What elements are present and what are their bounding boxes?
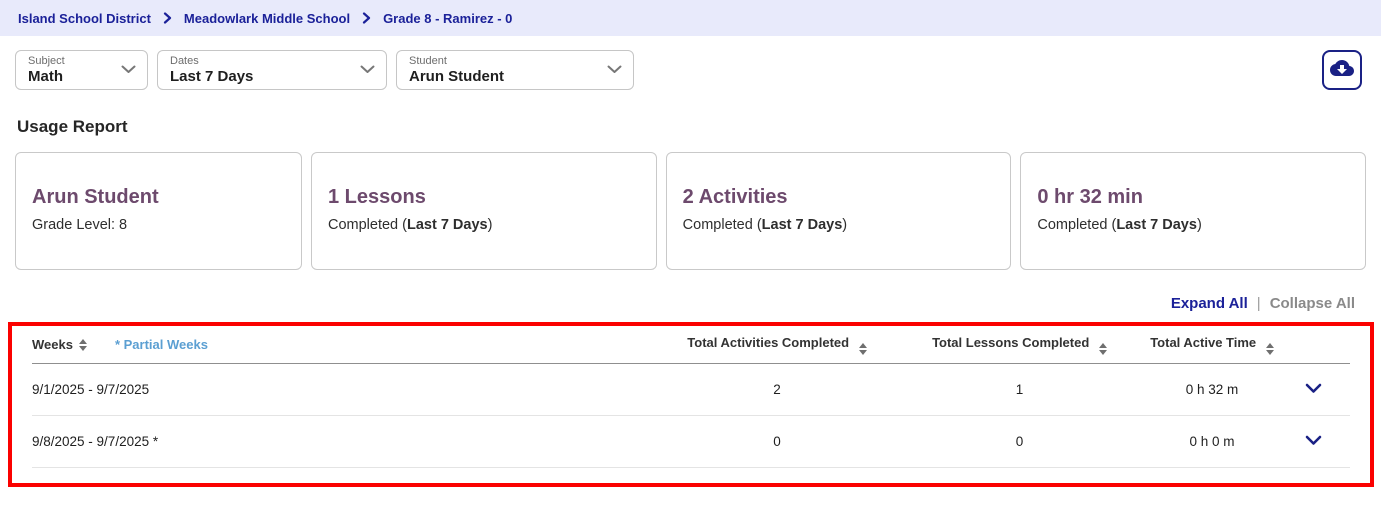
card-title: 0 hr 32 min (1037, 186, 1143, 208)
expand-row-button[interactable] (1277, 434, 1350, 449)
sort-icon[interactable] (78, 338, 87, 351)
subject-dropdown-value: Math (28, 67, 63, 85)
chevron-right-icon (162, 12, 173, 24)
chevron-down-icon (360, 61, 375, 79)
column-header-lessons[interactable]: Total Lessons Completed (892, 335, 1147, 355)
activities-summary-card: 2 Activities Completed (Last 7 Days) (665, 152, 1012, 270)
expand-row-button[interactable] (1277, 382, 1350, 397)
download-report-button[interactable] (1322, 50, 1362, 90)
active-time-summary-card: 0 hr 32 min Completed (Last 7 Days) (1020, 152, 1367, 270)
dates-dropdown[interactable]: Dates Last 7 Days (157, 50, 387, 90)
chevron-down-icon (1305, 382, 1322, 397)
card-title: Arun Student (32, 186, 159, 208)
card-subtitle: Completed (Last 7 Days) (682, 217, 848, 233)
card-subtitle: Completed (Last 7 Days) (328, 217, 493, 233)
chevron-down-icon (121, 61, 136, 79)
week-range-cell: 9/8/2025 - 9/7/2025 * (32, 434, 159, 449)
expand-all-link[interactable]: Expand All (1170, 295, 1248, 312)
active-time-cell: 0 h 0 m (1189, 434, 1235, 449)
table-row: 9/1/2025 - 9/7/2025 2 1 0 h 32 m (32, 364, 1350, 416)
student-dropdown-value: Arun Student (409, 67, 504, 85)
activities-cell: 2 (773, 382, 781, 397)
card-subtitle: Completed (Last 7 Days) (1037, 217, 1202, 233)
weekly-usage-table: Weeks * Partial Weeks Total Activities C… (8, 322, 1374, 487)
page-title: Usage Report (17, 117, 128, 136)
lessons-cell: 0 (1015, 434, 1024, 449)
week-range-cell: 9/1/2025 - 9/7/2025 (32, 382, 150, 397)
breadcrumb-item-school[interactable]: Meadowlark Middle School (183, 10, 351, 26)
student-dropdown[interactable]: Student Arun Student (396, 50, 634, 90)
lessons-cell: 1 (1015, 382, 1024, 397)
card-title: 2 Activities (682, 186, 788, 208)
column-header-activities[interactable]: Total Activities Completed (662, 335, 892, 355)
breadcrumb-item-class[interactable]: Grade 8 - Ramirez - 0 (383, 10, 513, 26)
dates-dropdown-label: Dates (170, 54, 199, 67)
filter-bar: Subject Math Dates Last 7 Days Student A… (15, 50, 1366, 90)
sort-icon[interactable] (1265, 342, 1274, 355)
dates-dropdown-value: Last 7 Days (170, 67, 254, 85)
breadcrumb: Island School District Meadowlark Middle… (0, 0, 1381, 36)
activities-cell: 0 (773, 434, 781, 449)
card-title: 1 Lessons (328, 186, 426, 208)
breadcrumb-item-district[interactable]: Island School District (18, 10, 151, 26)
active-time-cell: 0 h 32 m (1185, 382, 1239, 397)
lessons-summary-card: 1 Lessons Completed (Last 7 Days) (311, 152, 657, 270)
partial-weeks-note[interactable]: * Partial Weeks (114, 337, 208, 352)
sort-icon[interactable] (1098, 342, 1107, 355)
table-controls: Expand All | Collapse All (0, 295, 1355, 312)
sort-icon[interactable] (858, 342, 867, 355)
collapse-all-link[interactable]: Collapse All (1269, 295, 1355, 312)
table-row: 9/8/2025 - 9/7/2025 * 0 0 0 h 0 m (32, 416, 1350, 468)
student-summary-card: Arun Student Grade Level: 8 (15, 152, 302, 270)
subject-dropdown[interactable]: Subject Math (15, 50, 148, 90)
summary-cards: Arun Student Grade Level: 8 1 Lessons Co… (15, 152, 1367, 270)
subject-dropdown-label: Subject (28, 54, 65, 67)
student-dropdown-label: Student (409, 54, 447, 67)
column-header-active-time[interactable]: Total Active Time (1147, 335, 1277, 355)
column-header-weeks[interactable]: Weeks * Partial Weeks (32, 337, 662, 352)
controls-separator: | (1256, 295, 1261, 312)
chevron-down-icon (607, 61, 622, 79)
chevron-right-icon (361, 12, 372, 24)
chevron-down-icon (1305, 434, 1322, 449)
table-header-row: Weeks * Partial Weeks Total Activities C… (32, 326, 1350, 364)
cloud-download-icon (1330, 56, 1354, 85)
card-subtitle: Grade Level: 8 (32, 217, 128, 233)
weeks-header-label: Weeks (32, 337, 73, 352)
